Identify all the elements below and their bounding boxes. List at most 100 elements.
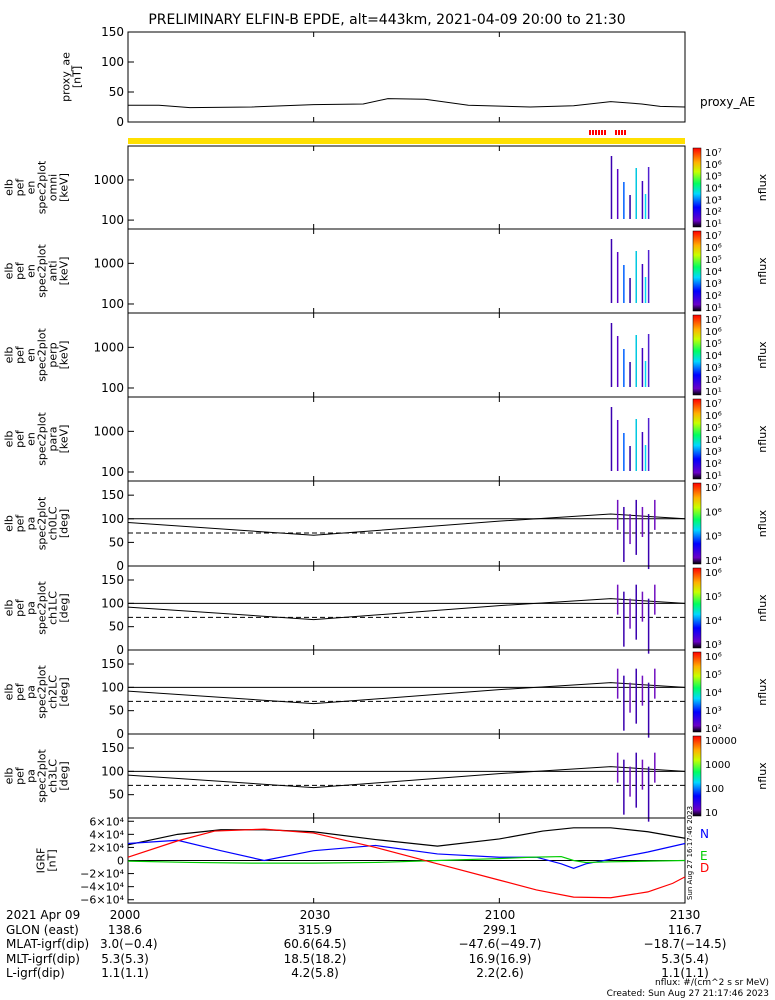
spectrogram-streak [629,362,631,387]
y-axis-label: elbpefpaspec2plotch0LC[deg] [3,496,71,550]
colorbar [692,398,702,480]
proxy-ae-label: proxy_AE [700,95,755,109]
colorbar-tick-label: 10¹ [705,471,722,482]
footer-column-2030: 2030 315.9 60.6(64.5) 18.5(18.2) 4.2(5.8… [270,908,360,981]
spectrogram-streak [616,420,619,471]
panel-ch1: 0 50 100 150 elbpefpaspec2plotch1LC[deg] 10⁶ 1… [3,565,769,657]
footer-row-labels: 2021 Apr 09 GLON (east) MLAT-igrf(dip) M… [6,908,89,981]
y-axis-label: elbpefenspec2plotpara[keV] [3,412,71,466]
colorbar-tick-label: 10 [705,808,718,819]
panel-frame [127,312,686,398]
colorbar [692,147,702,228]
footer-label-mlat: MLAT-igrf(dip) [6,937,90,952]
spectrogram-streak [644,361,647,387]
colorbar-tick-label: 10⁷ [705,315,722,326]
colorbar-tick-label: 10³ [705,640,722,651]
legend-N: N [700,827,709,841]
pitch-streak [654,584,656,615]
colorbar-tick-label: 10⁶ [705,160,722,171]
panel-frame [127,565,686,651]
spectrogram-streak [644,277,647,303]
colorbar-tick-label: 10³ [705,706,722,717]
y-axis-label: elbpefpaspec2plotch2LC[deg] [3,665,71,719]
colorbar-tick-label: 10⁴ [705,351,722,362]
chart-title: PRELIMINARY ELFIN-B EPDE, alt=443km, 202… [148,12,625,28]
status-bar [128,138,685,144]
pitch-streak [635,668,637,724]
pitch-streak [629,514,631,545]
colorbar-tick-label: 10⁵ [705,172,722,183]
footer-value: 2130 [669,908,701,922]
series-line [128,98,686,109]
pitch-streak [641,591,644,622]
spectrogram-streak [610,407,613,471]
pitch-streak [647,682,650,738]
status-marker [615,130,617,135]
spectrogram-streak [616,252,619,303]
y-tick-label: 0 [116,727,124,741]
colorbar [692,651,702,733]
spectrogram-streak [647,250,650,303]
colorbar-tick-label: 10⁷ [705,231,722,242]
footer-value: 2.2(2.6) [476,966,524,981]
status-marker [618,130,620,135]
y-tick-label: 50 [109,788,124,802]
spectrogram-streak [635,168,637,219]
colorbar [692,482,702,565]
y-axis-label: proxy_ae[nT] [60,52,84,102]
colorbar-tick-label: 10⁴ [705,184,722,195]
pitch-streak [654,752,656,783]
footer-value: 60.6(64.5) [283,937,347,952]
footer-value: −47.6(−49.7) [458,937,542,952]
y-axis-label: elbpefpaspec2plotch1LC[deg] [3,581,71,635]
y-tick-label: 100 [101,55,124,69]
y-tick-label: 0 [117,855,124,868]
y-tick-label: 4×10⁴ [89,828,124,841]
status-marker [624,130,626,135]
colorbar-tick-label: 10⁷ [705,399,722,410]
panel-frame [127,649,686,735]
colorbar-label: nflux [756,425,769,453]
y-tick-label: 150 [101,741,124,755]
colorbar-tick-label: 10⁵ [705,339,722,350]
colorbar-tick-label: 10000 [705,736,737,747]
y-tick-label: 1000 [93,424,124,438]
colorbar-tick-label: 10⁵ [705,670,722,681]
colorbar-tick-label: 100 [705,784,724,795]
y-tick-label: 100 [101,213,124,227]
colorbar-tick-label: 10¹ [705,303,722,314]
status-marker [604,130,606,135]
panel-frame [127,733,686,819]
panel-ch3: 50 100 150 elbpefpaspec2plotch3LC[deg] 10000… [3,733,769,822]
y-tick-label: 100 [101,680,124,694]
footer-value: 2000 [109,908,141,922]
y-tick-label: 1000 [93,256,124,270]
y-tick-label: 0 [116,559,124,573]
panel-para: 1001000elbpefenspec2plotpara[keV]10⁷10⁶1… [3,396,769,482]
loss-cone-line [127,766,686,789]
panel-ae: 0 50 100 150 proxy_ae[nT] proxy_AE [60,25,756,129]
colorbar-tick-label: 10⁴ [705,435,722,446]
spectrogram-streak [616,169,619,219]
footer-label-l: L-igrf(dip) [6,966,65,981]
colorbar-tick-label: 10⁵ [705,532,722,543]
colorbar-tick-label: 10⁷ [705,148,722,159]
legend-D: D [700,861,709,875]
spectrogram-streak [635,251,637,303]
y-tick-label: 50 [109,620,124,634]
pitch-streak [635,499,637,555]
spectrogram-streak [623,182,625,219]
spectrogram-streak [629,278,631,303]
pitch-streak [629,766,631,797]
pitch-streak [654,499,656,530]
y-axis-label: elbpefenspec2plotperp[keV] [3,328,71,382]
footer-value: 2030 [299,908,331,922]
colorbar-tick-label: 10⁴ [705,616,722,627]
status-marker [592,130,594,135]
colorbar-tick-label: 10⁵ [705,423,722,434]
y-axis-label: elbpefenspec2plotomni[keV] [3,160,71,214]
pitch-streak [616,752,619,783]
pitch-streak [654,668,656,699]
igrf-line-E [127,855,686,864]
